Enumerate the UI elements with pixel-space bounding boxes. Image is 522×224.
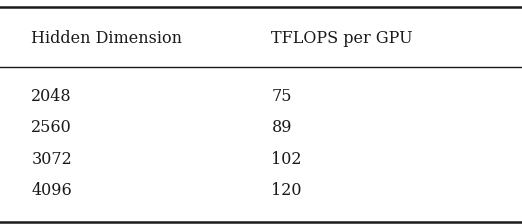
- Text: 3072: 3072: [31, 151, 72, 168]
- Text: 4096: 4096: [31, 182, 72, 199]
- Text: 120: 120: [271, 182, 302, 199]
- Text: 2048: 2048: [31, 88, 72, 105]
- Text: TFLOPS per GPU: TFLOPS per GPU: [271, 30, 413, 47]
- Text: 89: 89: [271, 119, 292, 136]
- Text: 102: 102: [271, 151, 302, 168]
- Text: 75: 75: [271, 88, 292, 105]
- Text: 2560: 2560: [31, 119, 72, 136]
- Text: Hidden Dimension: Hidden Dimension: [31, 30, 182, 47]
